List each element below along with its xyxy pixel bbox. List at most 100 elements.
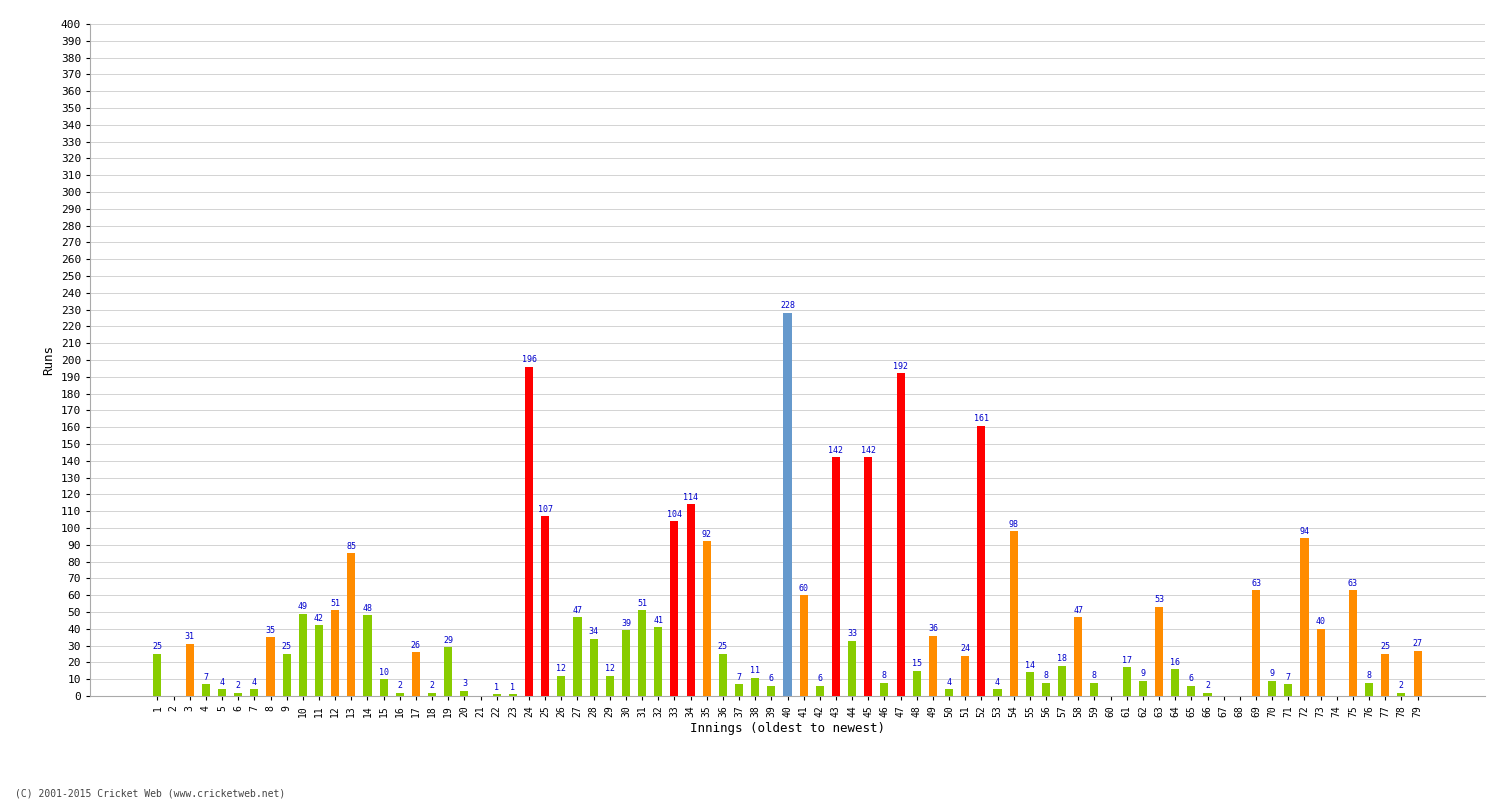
Bar	[833, 458, 840, 696]
Bar	[1268, 681, 1276, 696]
Text: 48: 48	[363, 604, 372, 613]
Text: 36: 36	[928, 624, 938, 633]
Bar	[1155, 607, 1162, 696]
Bar	[186, 644, 194, 696]
Text: 11: 11	[750, 666, 760, 675]
Text: 41: 41	[654, 616, 663, 625]
Bar	[735, 684, 742, 696]
Text: 14: 14	[1024, 661, 1035, 670]
Bar	[783, 313, 792, 696]
Bar	[1413, 650, 1422, 696]
Text: 1: 1	[510, 682, 516, 692]
Bar	[718, 654, 728, 696]
Text: 2: 2	[429, 681, 435, 690]
Text: 142: 142	[828, 446, 843, 455]
Bar	[363, 615, 372, 696]
Bar	[1090, 682, 1098, 696]
Text: 2: 2	[1400, 681, 1404, 690]
Text: 39: 39	[621, 619, 632, 628]
Bar	[1172, 669, 1179, 696]
Text: 47: 47	[573, 606, 582, 614]
Bar	[978, 426, 986, 696]
Text: 9: 9	[1269, 670, 1275, 678]
Bar	[1122, 667, 1131, 696]
Text: 8: 8	[1044, 671, 1048, 680]
Bar	[752, 678, 759, 696]
Text: 4: 4	[946, 678, 951, 686]
Bar	[1317, 629, 1324, 696]
Text: 6: 6	[770, 674, 774, 683]
Bar	[1188, 686, 1196, 696]
Bar	[202, 684, 210, 696]
Text: 4: 4	[252, 678, 257, 686]
Text: 228: 228	[780, 302, 795, 310]
Text: 192: 192	[892, 362, 908, 371]
Bar	[396, 693, 404, 696]
Bar	[1300, 538, 1308, 696]
Text: 25: 25	[282, 642, 291, 651]
Bar	[687, 505, 694, 696]
Bar	[654, 627, 663, 696]
Bar	[492, 694, 501, 696]
Text: 85: 85	[346, 542, 357, 550]
Bar	[912, 670, 921, 696]
Bar	[525, 366, 532, 696]
Text: (C) 2001-2015 Cricket Web (www.cricketweb.net): (C) 2001-2015 Cricket Web (www.cricketwe…	[15, 788, 285, 798]
Bar	[234, 693, 243, 696]
Bar	[928, 635, 938, 696]
Bar	[153, 654, 162, 696]
Text: 8: 8	[1366, 671, 1371, 680]
Text: 2: 2	[1204, 681, 1210, 690]
Text: 12: 12	[556, 664, 567, 674]
Bar	[267, 637, 274, 696]
Text: 35: 35	[266, 626, 276, 634]
Text: 53: 53	[1154, 595, 1164, 605]
Text: 17: 17	[1122, 656, 1132, 665]
Bar	[1074, 617, 1083, 696]
Text: 92: 92	[702, 530, 711, 539]
Text: 114: 114	[682, 493, 698, 502]
Text: 2: 2	[236, 681, 240, 690]
Bar	[413, 652, 420, 696]
Bar	[298, 614, 307, 696]
Bar	[800, 595, 807, 696]
Text: 25: 25	[153, 642, 162, 651]
Text: 42: 42	[314, 614, 324, 623]
Text: 25: 25	[718, 642, 728, 651]
Text: 98: 98	[1008, 520, 1019, 529]
Text: 47: 47	[1074, 606, 1083, 614]
Bar	[332, 610, 339, 696]
Text: 196: 196	[522, 355, 537, 364]
Text: 2: 2	[398, 681, 402, 690]
Bar	[1382, 654, 1389, 696]
Bar	[768, 686, 776, 696]
Bar	[460, 691, 468, 696]
Text: 51: 51	[330, 598, 340, 608]
Text: 33: 33	[847, 629, 856, 638]
Text: 24: 24	[960, 644, 970, 653]
Bar	[1026, 673, 1033, 696]
Bar	[847, 641, 856, 696]
Text: 34: 34	[588, 627, 598, 636]
Bar	[606, 676, 613, 696]
Text: 31: 31	[184, 632, 195, 642]
Text: 107: 107	[537, 505, 552, 514]
Text: 51: 51	[638, 598, 646, 608]
Bar	[444, 647, 453, 696]
Text: 4: 4	[994, 678, 1000, 686]
Bar	[315, 626, 322, 696]
Bar	[590, 639, 597, 696]
Text: 1: 1	[494, 682, 500, 692]
Bar	[1365, 682, 1372, 696]
Text: 10: 10	[378, 668, 388, 677]
Text: 3: 3	[462, 679, 466, 689]
Text: 8: 8	[882, 671, 886, 680]
Bar	[1203, 693, 1212, 696]
Bar	[573, 617, 582, 696]
Bar	[427, 693, 436, 696]
Text: 16: 16	[1170, 658, 1180, 666]
X-axis label: Innings (oldest to newest): Innings (oldest to newest)	[690, 722, 885, 735]
Bar	[348, 554, 355, 696]
Text: 9: 9	[1140, 670, 1146, 678]
Bar	[670, 522, 678, 696]
